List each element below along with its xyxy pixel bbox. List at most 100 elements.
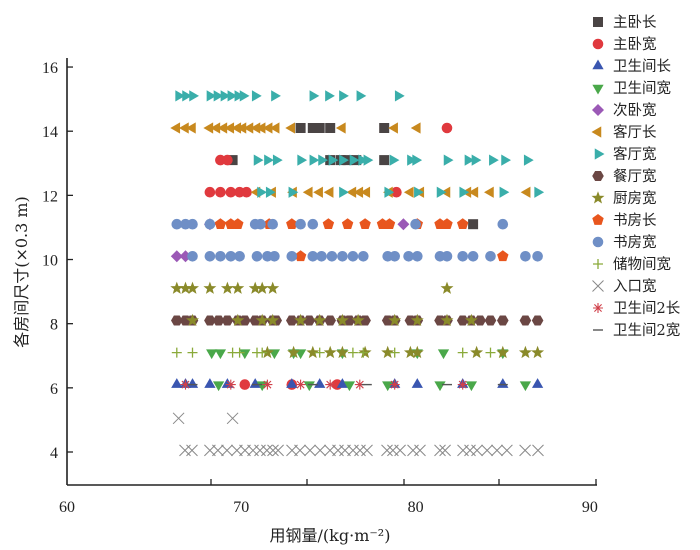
data-point: [520, 250, 531, 262]
data-point: [212, 444, 224, 457]
data-point: [354, 379, 365, 390]
data-point: [170, 122, 181, 134]
y-tick-label: 8: [50, 317, 58, 334]
series-14: [180, 379, 468, 390]
data-point: [531, 378, 544, 388]
legend-label: 次卧宽: [613, 102, 657, 119]
data-point: [497, 250, 509, 262]
data-point: [497, 218, 509, 230]
data-point: [186, 378, 199, 388]
legend-label: 书房宽: [613, 234, 657, 251]
x-tick-label: 60: [59, 499, 75, 516]
data-point: [212, 381, 225, 392]
data-point: [336, 378, 349, 388]
legend-item: 厨房宽: [591, 190, 657, 207]
legend-marker: [592, 84, 604, 95]
data-point: [499, 186, 510, 198]
data-point: [343, 381, 356, 392]
data-point: [346, 186, 357, 198]
x-axis-title: 用钢量/(kg·m⁻²): [270, 526, 391, 545]
data-point: [471, 154, 482, 166]
data-point: [339, 90, 349, 102]
data-point: [389, 250, 400, 262]
data-point: [286, 250, 298, 262]
data-point: [172, 412, 185, 425]
data-point: [394, 90, 405, 102]
data-point: [220, 90, 231, 102]
legend-label: 卫生间长: [613, 58, 671, 75]
data-point: [389, 379, 400, 390]
data-point: [339, 186, 349, 198]
y-axis-title: 各房间尺寸(×0.3 m): [12, 196, 31, 348]
data-point: [440, 313, 454, 326]
data-point: [256, 381, 268, 392]
data-point: [254, 444, 266, 457]
data-point: [323, 186, 334, 198]
data-point: [347, 250, 359, 262]
data-point: [180, 379, 191, 390]
data-point: [271, 90, 281, 102]
data-point: [464, 313, 478, 326]
data-point: [328, 154, 339, 166]
data-point: [519, 381, 532, 392]
data-point: [306, 345, 320, 359]
legend-marker: [592, 170, 604, 182]
data-point: [501, 444, 513, 457]
y-tick-label: 14: [42, 124, 58, 141]
data-point: [295, 379, 306, 390]
data-point: [307, 250, 319, 262]
legend-item: 书房宽: [592, 234, 657, 251]
data-point: [383, 218, 396, 230]
data-point: [217, 122, 228, 134]
data-point: [171, 218, 183, 230]
legend-marker: [592, 214, 604, 225]
data-point: [335, 122, 346, 134]
data-point: [313, 186, 323, 198]
data-point: [225, 186, 237, 198]
series-12: [171, 347, 496, 358]
data-point: [318, 154, 328, 166]
legend-label: 主卧宽: [613, 36, 657, 53]
data-point: [523, 154, 534, 166]
data-point: [269, 250, 280, 262]
data-point: [182, 90, 192, 102]
data-point: [203, 122, 214, 134]
data-point: [286, 218, 298, 230]
data-point: [519, 315, 532, 326]
data-point: [264, 154, 274, 166]
legend-marker: [593, 259, 603, 269]
data-point: [313, 313, 327, 326]
data-point: [171, 378, 183, 388]
data-point: [224, 122, 235, 134]
data-point: [215, 250, 226, 262]
data-point: [314, 123, 325, 133]
data-point: [489, 154, 499, 166]
data-point: [410, 122, 421, 134]
legend-item: 储物间宽: [593, 256, 671, 273]
legend-item: 卫生间长: [592, 58, 671, 75]
legend-item: 入口宽: [592, 278, 657, 295]
data-point: [335, 345, 349, 359]
legend-item: 卫生间2长: [593, 300, 681, 317]
legend-marker: [592, 104, 604, 116]
data-point: [379, 123, 390, 133]
data-point: [187, 347, 198, 358]
data-point: [381, 345, 395, 359]
legend-label: 卫生间2长: [613, 300, 681, 317]
data-point: [520, 186, 531, 198]
data-point: [255, 313, 269, 326]
data-point: [358, 154, 369, 166]
data-point: [295, 123, 306, 133]
legend-item: 客厅宽: [594, 146, 657, 163]
data-point: [255, 122, 266, 134]
data-point: [403, 250, 414, 262]
plot-marks: [170, 90, 545, 457]
data-point: [339, 154, 349, 166]
data-point: [294, 444, 306, 457]
legend-label: 入口宽: [613, 278, 657, 295]
data-point: [213, 90, 224, 102]
data-point: [485, 347, 496, 358]
data-point: [379, 155, 390, 166]
data-point: [353, 186, 364, 198]
legend-item: 客厅长: [591, 124, 657, 141]
